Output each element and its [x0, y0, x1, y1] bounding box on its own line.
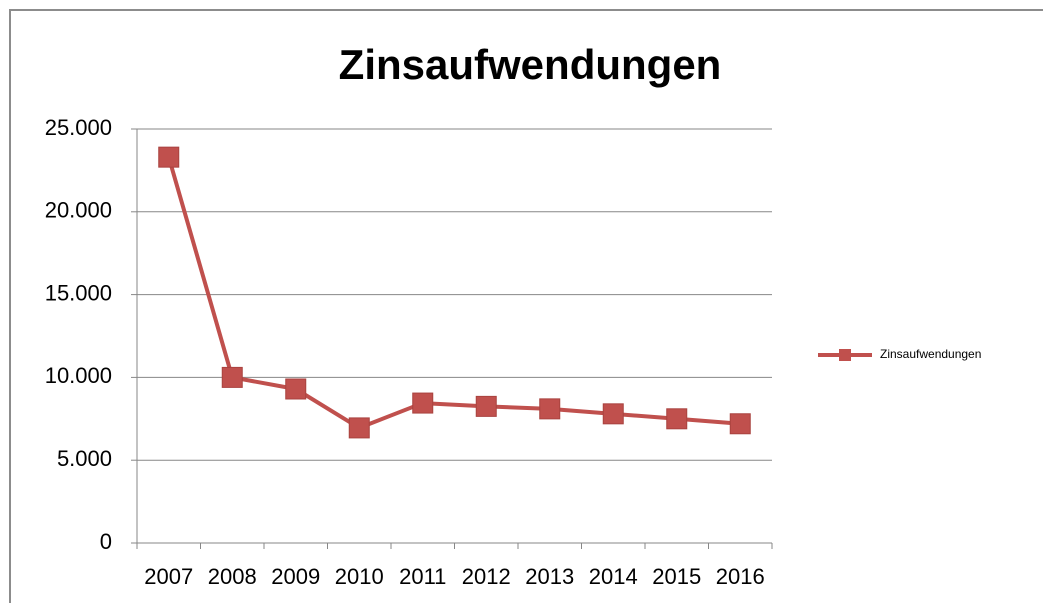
series-line	[166, 156, 741, 430]
series-marker	[602, 403, 624, 425]
legend-label: Zinsaufwendungen	[880, 347, 981, 361]
x-tick-label: 2016	[716, 564, 765, 589]
x-tick-label: 2015	[652, 564, 701, 589]
series-marker	[221, 366, 243, 388]
x-tick-label: 2012	[462, 564, 511, 589]
chart-frame	[9, 9, 1043, 603]
x-tick-label: 2014	[589, 564, 638, 589]
series-marker	[666, 408, 688, 430]
series-marker	[158, 146, 180, 168]
y-tick-label: 5.000	[57, 446, 112, 471]
y-tick-label: 20.000	[45, 198, 112, 223]
series-marker	[475, 395, 497, 417]
y-tick-label: 0	[100, 529, 112, 554]
series-marker	[729, 413, 751, 435]
y-tick-label: 25.000	[45, 115, 112, 140]
x-tick-label: 2010	[335, 564, 384, 589]
x-tick-label: 2009	[271, 564, 320, 589]
legend-marker	[839, 349, 851, 361]
x-tick-label: 2008	[208, 564, 257, 589]
series-marker	[285, 378, 307, 400]
series-marker	[539, 398, 561, 420]
y-tick-label: 10.000	[45, 363, 112, 388]
series-marker	[412, 392, 434, 414]
x-tick-label: 2007	[144, 564, 193, 589]
chart-title: Zinsaufwendungen	[339, 41, 722, 88]
x-tick-label: 2013	[525, 564, 574, 589]
y-tick-label: 15.000	[45, 280, 112, 305]
x-tick-label: 2011	[399, 564, 446, 589]
series-marker	[348, 417, 370, 439]
